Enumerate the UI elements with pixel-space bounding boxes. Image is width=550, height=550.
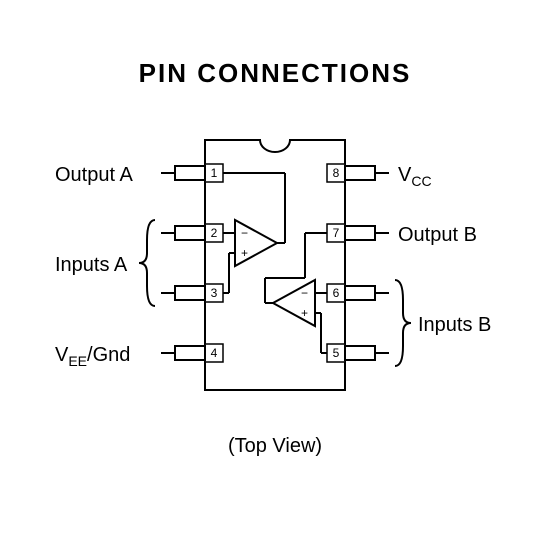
pin-2: 2 [161,224,223,242]
pin-8: 8 [327,164,389,182]
pin-7-num: 7 [333,226,340,240]
pin-6: 6 [327,284,389,302]
brace-inputs-a [139,220,155,306]
label-output-b: Output B [398,224,477,247]
brace-inputs-b [395,280,411,366]
pin-2-num: 2 [211,226,218,240]
pin-6-num: 6 [333,286,340,300]
pin-5-num: 5 [333,346,340,360]
pin-1: 1 [161,164,223,182]
top-view-label: (Top View) [0,435,550,458]
pin-5: 5 [327,344,389,362]
pin-3-num: 3 [211,286,218,300]
pin-4: 4 [161,344,223,362]
label-inputs-a: Inputs A [55,254,127,277]
label-output-a: Output A [55,164,133,187]
pin-3: 3 [161,284,223,302]
label-vcc: VCC [398,164,432,189]
label-inputs-b: Inputs B [418,314,491,337]
pin-4-num: 4 [211,346,218,360]
pin-1-num: 1 [211,166,218,180]
pin-7: 7 [327,224,389,242]
svg-text:+: + [301,306,308,320]
svg-text:−: − [241,226,248,240]
pin-8-num: 8 [333,166,340,180]
svg-text:+: + [241,246,248,260]
label-vee-gnd: VEE/Gnd [55,344,130,369]
svg-text:−: − [301,286,308,300]
pinout-diagram: 1 2 3 4 8 7 6 [55,130,495,460]
diagram-title: PIN CONNECTIONS [0,58,550,89]
